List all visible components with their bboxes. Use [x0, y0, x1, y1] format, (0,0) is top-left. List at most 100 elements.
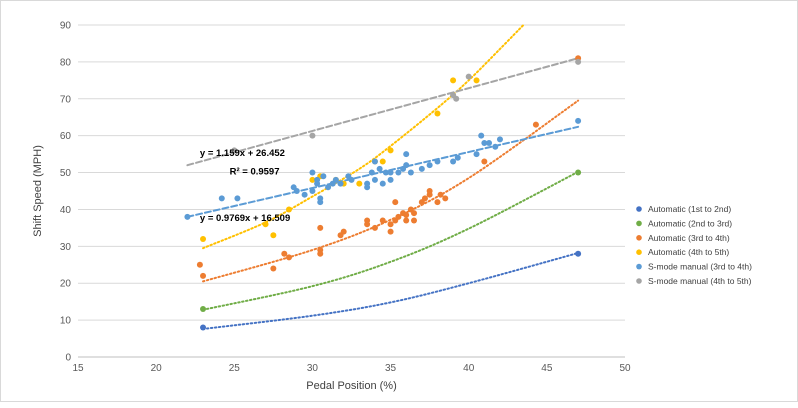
data-point-series-6	[309, 132, 316, 139]
data-point-series-3	[387, 228, 394, 235]
data-point-series-3	[281, 250, 288, 257]
trendline-series-5	[186, 125, 580, 218]
data-point-series-5	[325, 184, 332, 191]
data-point-series-5	[434, 158, 441, 165]
data-point-series-5	[496, 136, 503, 143]
data-point-series-3	[379, 217, 386, 224]
data-point-series-5	[575, 117, 582, 124]
trendline-series-6	[186, 57, 580, 167]
x-tick-label: 25	[229, 363, 241, 374]
trendline-equation-label: R² = 0.9597	[230, 166, 280, 177]
data-point-series-5	[184, 213, 191, 220]
legend-marker	[636, 278, 642, 284]
legend-marker	[636, 263, 642, 270]
data-point-series-3	[403, 211, 410, 218]
x-tick-label: 50	[619, 363, 631, 374]
y-tick-label: 20	[60, 279, 72, 290]
data-point-series-4	[200, 235, 207, 242]
data-point-series-3	[434, 199, 441, 206]
data-point-series-4	[356, 180, 363, 187]
x-tick-label: 20	[151, 363, 163, 374]
legend-marker	[636, 249, 642, 255]
data-point-series-5	[320, 173, 327, 180]
legend-entry: Automatic (1st to 2nd)	[648, 204, 731, 214]
y-tick-label: 90	[60, 21, 72, 32]
data-point-series-5	[364, 180, 371, 187]
data-point-series-5	[454, 154, 461, 161]
data-point-series-3	[395, 213, 402, 220]
data-point-series-5	[317, 199, 324, 206]
data-point-series-4	[434, 110, 441, 117]
data-point-series-4	[262, 221, 269, 228]
x-tick-label: 45	[541, 363, 553, 374]
data-point-series-2	[575, 169, 582, 176]
x-axis-title: Pedal Position (%)	[306, 380, 397, 392]
data-point-series-5	[426, 162, 433, 169]
legend-marker	[636, 206, 642, 212]
data-point-series-2	[200, 306, 207, 313]
data-point-series-3	[371, 224, 378, 231]
y-tick-label: 30	[60, 242, 72, 253]
data-point-series-4	[473, 77, 480, 84]
x-tick-label: 35	[385, 363, 397, 374]
data-point-series-6	[465, 73, 472, 80]
legend-entry: S-mode manual (4th to 5th)	[648, 276, 752, 286]
data-point-series-5	[387, 169, 394, 176]
data-point-series-3	[387, 221, 394, 228]
data-point-series-3	[392, 199, 399, 206]
data-point-series-3	[403, 217, 410, 224]
data-point-series-3	[481, 158, 488, 165]
data-point-series-1	[200, 324, 207, 331]
data-point-series-5	[492, 143, 499, 150]
data-point-series-3	[196, 261, 203, 268]
data-point-series-5	[309, 188, 316, 194]
trendline-series-1	[202, 251, 580, 330]
data-point-series-5	[407, 169, 414, 176]
data-point-series-3	[317, 250, 324, 257]
x-tick-label: 40	[463, 363, 475, 374]
y-tick-label: 80	[60, 57, 72, 68]
data-point-series-3	[285, 254, 292, 261]
data-point-series-6	[453, 95, 460, 102]
legend-entry: Automatic (4th to 5th)	[648, 247, 729, 257]
y-tick-label: 0	[65, 353, 71, 364]
x-tick-label: 15	[72, 363, 84, 374]
y-tick-label: 70	[60, 94, 72, 105]
data-point-series-5	[218, 195, 225, 202]
data-point-series-1	[575, 250, 582, 257]
y-tick-label: 50	[60, 168, 72, 179]
data-point-series-5	[403, 162, 410, 169]
data-point-series-3	[411, 210, 418, 217]
x-tick-label: 30	[307, 363, 319, 374]
data-point-series-3	[421, 195, 428, 202]
trendline-equation-label: y = 1.159x + 26.452	[200, 148, 285, 159]
data-point-series-3	[270, 265, 277, 272]
data-point-series-3	[442, 195, 449, 202]
data-point-series-4	[309, 176, 316, 183]
data-point-series-5	[337, 180, 344, 187]
legend-entry: S-mode manual (3rd to 4th)	[648, 262, 752, 272]
data-point-series-3	[437, 191, 444, 198]
data-point-series-6	[575, 58, 582, 65]
trendline-series-2	[202, 170, 580, 311]
data-point-series-3	[411, 217, 418, 224]
legend-marker	[636, 220, 642, 227]
data-point-series-5	[368, 169, 375, 176]
data-point-series-5	[376, 165, 383, 172]
y-tick-label: 10	[60, 316, 72, 327]
y-axis-title: Shift Speed (MPH)	[32, 145, 44, 237]
data-point-series-3	[364, 221, 371, 228]
y-tick-label: 60	[60, 131, 72, 142]
data-point-series-5	[395, 169, 402, 176]
data-point-series-4	[285, 206, 292, 213]
data-point-series-5	[403, 151, 410, 158]
data-point-series-5	[379, 180, 386, 187]
data-point-series-5	[387, 176, 394, 183]
legend-entry: Automatic (3rd to 4th)	[648, 233, 730, 243]
data-point-series-6	[231, 147, 238, 154]
data-point-series-3	[200, 272, 207, 279]
data-point-series-5	[418, 165, 425, 172]
data-point-series-5	[382, 169, 389, 176]
